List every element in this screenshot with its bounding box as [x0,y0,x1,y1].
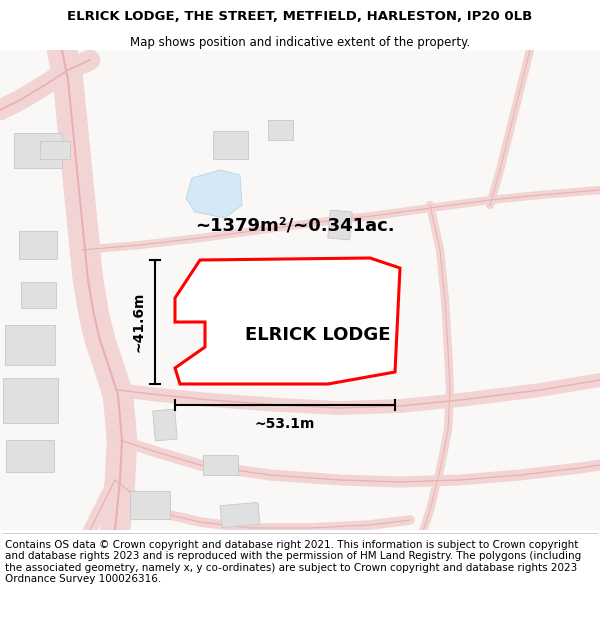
Text: ELRICK LODGE: ELRICK LODGE [245,326,391,344]
Text: ~53.1m: ~53.1m [255,417,315,431]
Text: ~41.6m: ~41.6m [131,292,145,352]
Polygon shape [272,314,328,356]
Polygon shape [203,455,238,475]
Polygon shape [14,132,62,168]
Polygon shape [19,231,57,259]
Polygon shape [175,258,400,384]
Text: Contains OS data © Crown copyright and database right 2021. This information is : Contains OS data © Crown copyright and d… [5,539,581,584]
Polygon shape [220,503,260,528]
Polygon shape [186,170,242,218]
Polygon shape [6,440,54,472]
Text: ELRICK LODGE, THE STREET, METFIELD, HARLESTON, IP20 0LB: ELRICK LODGE, THE STREET, METFIELD, HARL… [67,10,533,23]
Polygon shape [20,282,56,308]
Polygon shape [212,131,248,159]
Polygon shape [268,120,293,140]
Text: Map shows position and indicative extent of the property.: Map shows position and indicative extent… [130,36,470,49]
Polygon shape [5,325,55,365]
Polygon shape [153,409,177,441]
Polygon shape [40,141,70,159]
Text: ~1379m²/~0.341ac.: ~1379m²/~0.341ac. [195,217,395,235]
Polygon shape [130,491,170,519]
Polygon shape [328,210,352,240]
Polygon shape [2,378,58,423]
